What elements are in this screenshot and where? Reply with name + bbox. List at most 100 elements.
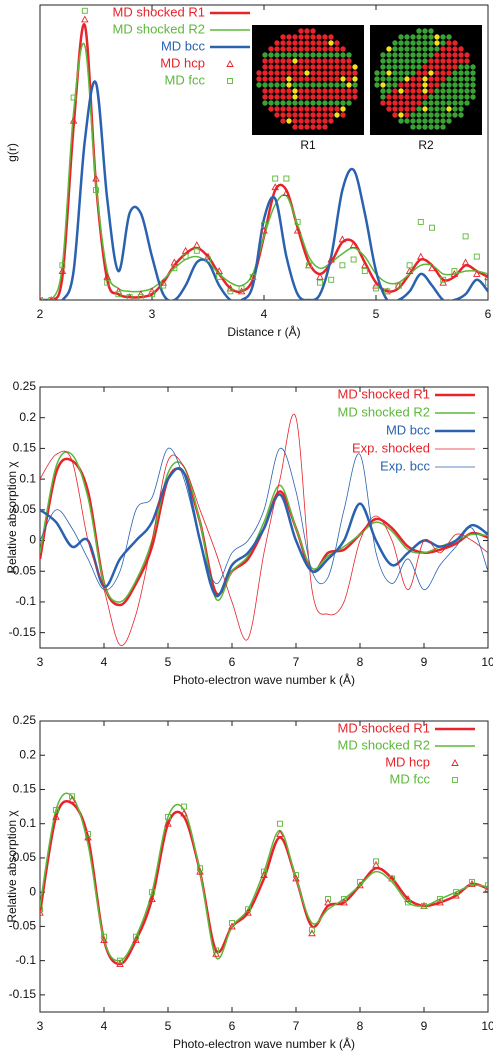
- square-marker: [160, 282, 167, 289]
- atom: [322, 88, 328, 94]
- triangle-marker: [461, 258, 470, 266]
- atom: [410, 52, 416, 58]
- atom: [434, 52, 440, 58]
- series-line: [40, 799, 488, 966]
- atom: [404, 76, 410, 82]
- atom: [280, 46, 286, 52]
- triangle-marker: [40, 908, 44, 916]
- atom: [428, 46, 434, 52]
- atom: [334, 112, 340, 118]
- legend-label: MD bcc: [386, 422, 431, 437]
- series-line: [40, 80, 488, 300]
- atom: [446, 46, 452, 52]
- atom: [298, 88, 304, 94]
- y-tick-label: 0.15: [13, 782, 37, 796]
- triangle-marker: [452, 891, 460, 899]
- x-tick-label: 6: [229, 1019, 236, 1033]
- atom: [452, 40, 458, 46]
- square-marker: [181, 803, 187, 810]
- atom: [316, 112, 322, 118]
- atom: [334, 46, 340, 52]
- atom: [428, 58, 434, 64]
- atom: [310, 94, 316, 100]
- atom: [280, 52, 286, 58]
- atom: [434, 40, 440, 46]
- atom: [380, 70, 386, 76]
- x-tick-label: 7: [293, 655, 300, 669]
- square-marker: [53, 807, 59, 813]
- square-marker: [48, 297, 55, 300]
- x-tick-label: 8: [357, 655, 364, 669]
- square-marker: [417, 218, 424, 225]
- atom: [380, 88, 386, 94]
- atom: [446, 106, 452, 112]
- atom: [274, 94, 280, 100]
- atom: [428, 52, 434, 58]
- atom: [340, 58, 346, 64]
- y-tick-label: -0.1: [15, 594, 36, 608]
- triangle-marker: [92, 174, 100, 182]
- square-marker: [182, 253, 189, 260]
- atom: [440, 34, 446, 40]
- atom: [404, 70, 410, 76]
- triangle-marker: [436, 898, 444, 906]
- square-marker: [117, 957, 123, 964]
- square-marker: [339, 262, 346, 269]
- triangle-marker: [49, 296, 54, 300]
- triangle-marker: [316, 272, 324, 280]
- atom: [316, 124, 322, 130]
- atom: [262, 82, 268, 88]
- atom: [304, 112, 310, 118]
- atom: [404, 64, 410, 70]
- atom: [410, 40, 416, 46]
- atom: [398, 76, 404, 82]
- atom: [392, 88, 398, 94]
- atom: [352, 94, 358, 100]
- triangle-marker: [276, 830, 284, 837]
- atom: [292, 112, 298, 118]
- atom: [440, 106, 446, 112]
- atom: [446, 88, 452, 94]
- inset-label: R1: [300, 138, 316, 152]
- x-tick-label: 2: [37, 307, 44, 321]
- atom: [434, 82, 440, 88]
- atom: [298, 118, 304, 124]
- atom: [386, 94, 392, 100]
- atom: [274, 46, 280, 52]
- atom: [346, 100, 352, 106]
- atom: [286, 100, 292, 106]
- atom: [392, 94, 398, 100]
- atom: [398, 112, 404, 118]
- atom: [380, 64, 386, 70]
- atom: [304, 46, 310, 52]
- square-marker: [197, 865, 203, 872]
- atom: [446, 76, 452, 82]
- triangle-marker: [103, 272, 111, 280]
- atom: [316, 40, 322, 46]
- atom: [428, 94, 434, 100]
- atom: [304, 34, 310, 40]
- series-line: [40, 457, 488, 607]
- atom: [268, 58, 274, 64]
- atom: [340, 106, 346, 112]
- atom: [316, 70, 322, 76]
- triangle-marker: [428, 264, 436, 272]
- atom: [470, 82, 476, 88]
- atom: [428, 28, 434, 34]
- atom: [452, 100, 458, 106]
- square-marker: [40, 906, 43, 913]
- atom: [280, 70, 286, 76]
- square-marker: [453, 889, 459, 896]
- atom: [392, 76, 398, 82]
- atom: [464, 64, 470, 70]
- atom: [322, 64, 328, 70]
- atom: [280, 64, 286, 70]
- atom: [274, 52, 280, 58]
- atom: [392, 82, 398, 88]
- atom: [410, 124, 416, 130]
- atom: [398, 70, 404, 76]
- triangle-marker: [212, 949, 220, 957]
- atom: [452, 70, 458, 76]
- atom: [304, 94, 310, 100]
- x-tick-label: 3: [37, 655, 44, 669]
